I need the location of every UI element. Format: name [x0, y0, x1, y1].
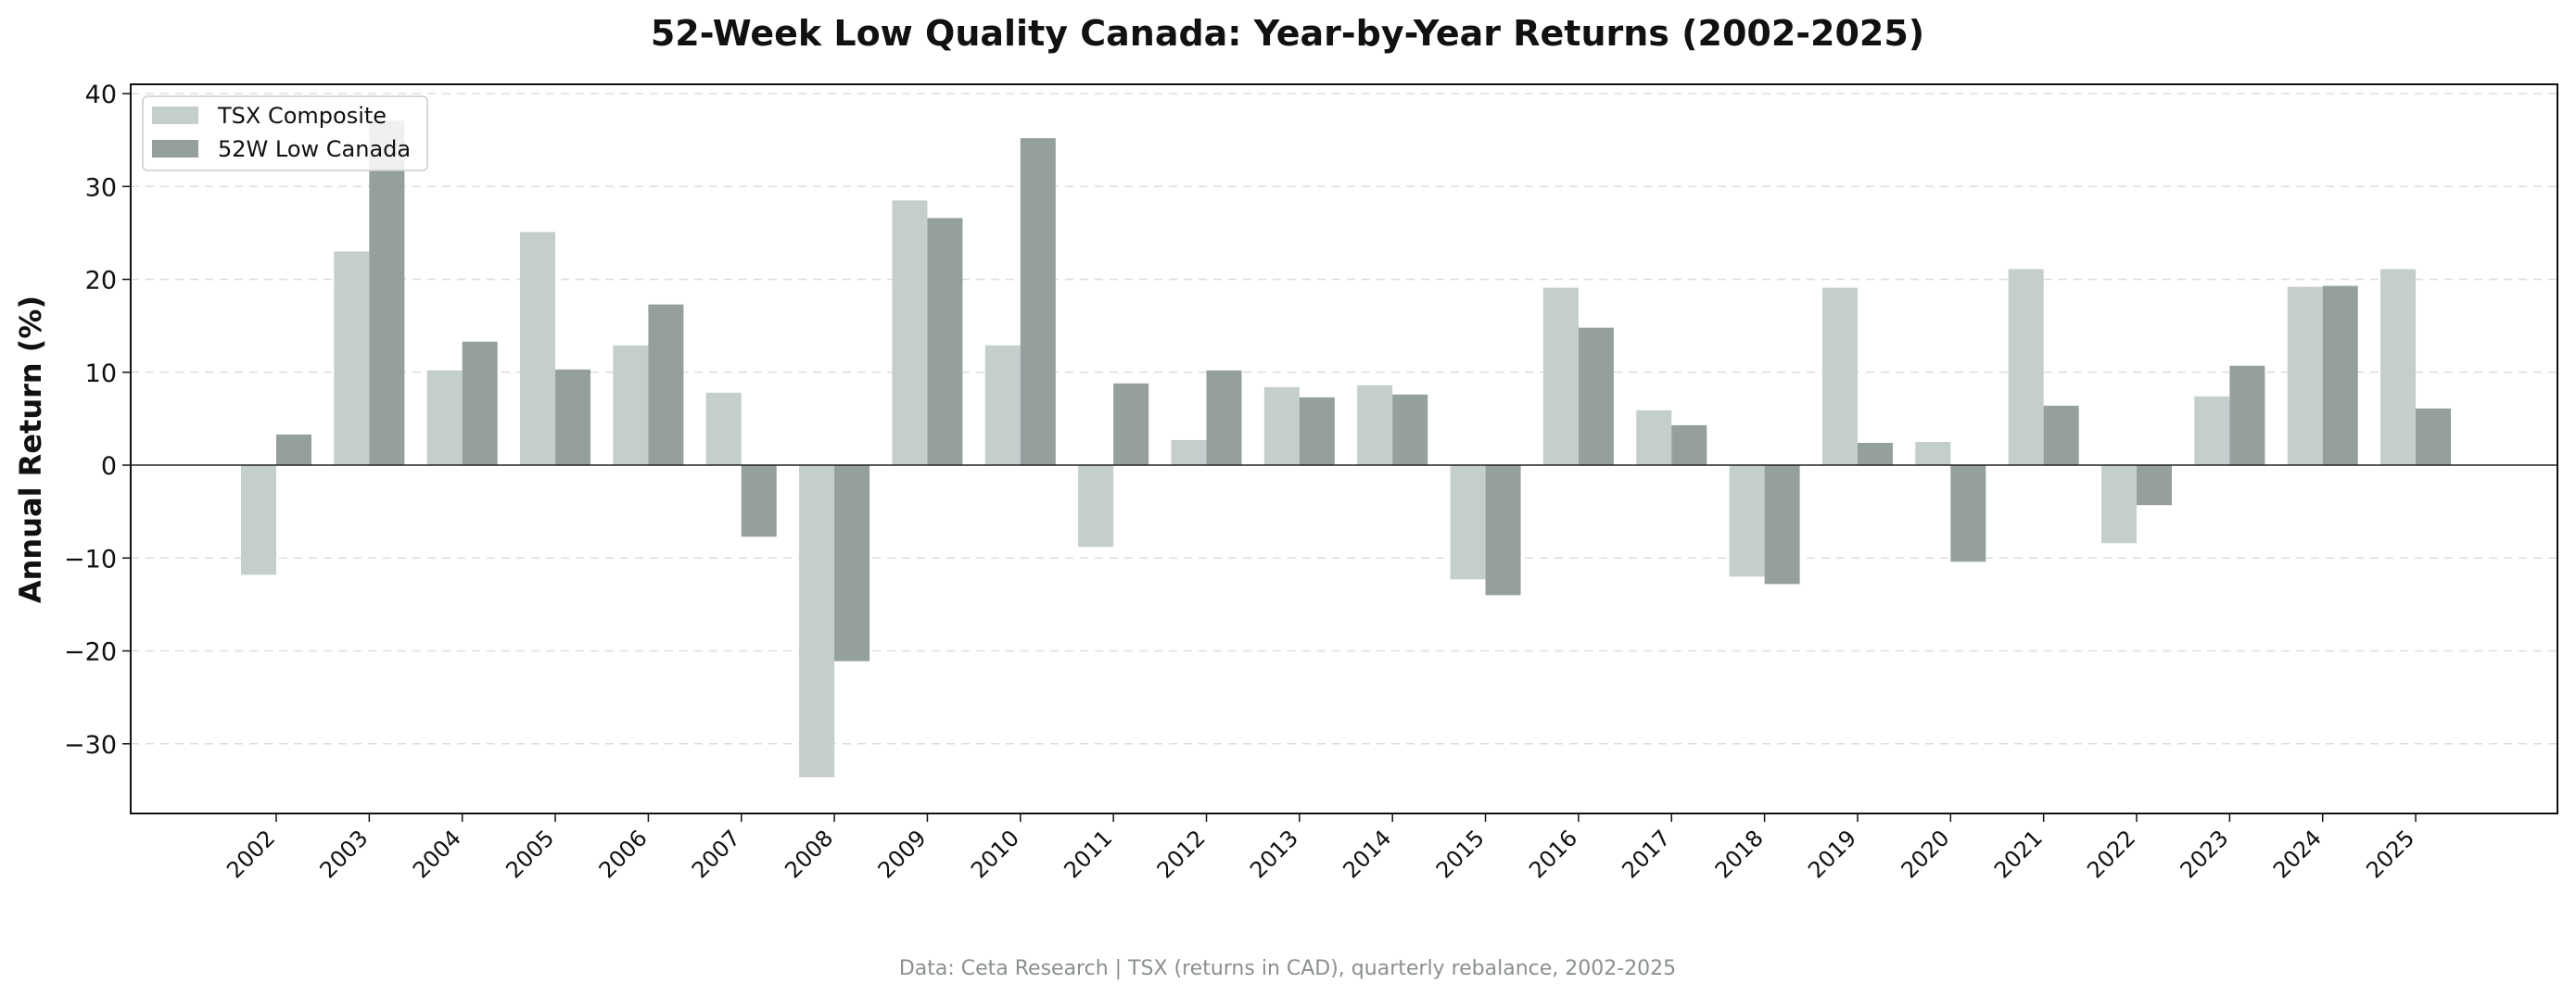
bar-52w-low-canada-2021 [2043, 405, 2079, 466]
bar-52w-low-canada-2019 [1857, 442, 1893, 466]
bar-tsx-composite-2014 [1357, 385, 1393, 466]
y-tick-label: 20 [85, 267, 117, 296]
bar-52w-low-canada-2020 [1950, 465, 1986, 562]
x-tick-label: 2023 [2176, 825, 2234, 883]
bar-tsx-composite-2002 [241, 465, 276, 575]
bar-tsx-composite-2006 [613, 345, 649, 466]
bar-52w-low-canada-2013 [1299, 397, 1335, 466]
y-tick-label: 30 [85, 173, 117, 202]
x-tick-label: 2005 [501, 825, 559, 883]
bar-tsx-composite-2005 [520, 232, 556, 466]
bar-52w-low-canada-2023 [2229, 365, 2265, 466]
legend: TSX Composite 52W Low Canada [142, 95, 428, 171]
bar-52w-low-canada-2024 [2322, 285, 2358, 466]
bar-tsx-composite-2013 [1263, 386, 1300, 466]
bar-tsx-composite-2021 [2008, 269, 2044, 466]
bar-52w-low-canada-2005 [555, 369, 591, 466]
x-tick-label: 2017 [1618, 825, 1676, 883]
bar-52w-low-canada-2014 [1392, 394, 1428, 466]
y-axis-label: Annual Return (%) [13, 296, 48, 603]
bar-tsx-composite-2010 [984, 345, 1021, 466]
legend-box [142, 95, 428, 171]
x-tick-label: 2024 [2268, 825, 2327, 883]
x-tick-label: 2015 [1431, 825, 1490, 883]
x-tick-label: 2009 [873, 825, 932, 883]
x-tick-label: 2007 [687, 825, 745, 883]
y-tick-label: 10 [85, 359, 117, 388]
y-axis: −30 −20 −10 0 10 20 30 40 [64, 81, 131, 760]
x-tick-label: 2016 [1524, 825, 1582, 883]
bar-tsx-composite-2022 [2101, 465, 2137, 544]
bar-tsx-composite-2024 [2287, 286, 2323, 466]
bar-52w-low-canada-2003 [369, 120, 405, 466]
bar-tsx-composite-2009 [892, 200, 928, 466]
bar-52w-low-canada-2022 [2137, 465, 2172, 506]
chart-title: 52-Week Low Quality Canada: Year-by-Year… [651, 13, 1924, 54]
bar-52w-low-canada-2025 [2416, 408, 2452, 466]
x-tick-label: 2020 [1897, 825, 1955, 883]
bar-tsx-composite-2015 [1450, 465, 1486, 580]
bar-tsx-composite-2020 [1915, 441, 1951, 466]
bar-52w-low-canada-2016 [1578, 327, 1614, 466]
y-tick-label: 0 [101, 452, 117, 481]
x-tick-label: 2013 [1245, 825, 1303, 883]
legend-swatch-tsx-composite [152, 107, 198, 124]
legend-label-tsx-composite: TSX Composite [217, 103, 387, 129]
bar-52w-low-canada-2004 [462, 341, 498, 466]
bar-tsx-composite-2023 [2194, 396, 2230, 466]
bar-52w-low-canada-2002 [276, 434, 311, 466]
bar-52w-low-canada-2017 [1671, 424, 1707, 466]
x-tick-label: 2014 [1338, 825, 1396, 883]
legend-label-52w-low-canada: 52W Low Canada [218, 136, 411, 162]
bar-52w-low-canada-2018 [1764, 465, 1800, 585]
bar-52w-low-canada-2015 [1485, 465, 1521, 596]
x-tick-label: 2010 [966, 825, 1024, 883]
bar-tsx-composite-2007 [705, 392, 742, 466]
bar-tsx-composite-2003 [334, 251, 370, 466]
x-tick-label: 2008 [780, 825, 838, 883]
x-tick-label: 2019 [1803, 825, 1861, 883]
y-tick-label: −10 [64, 545, 117, 574]
bar-52w-low-canada-2006 [648, 304, 684, 466]
x-tick-label: 2025 [2361, 825, 2419, 883]
bar-tsx-composite-2017 [1636, 410, 1672, 466]
plot-frame [130, 83, 2558, 814]
footer-source-note: Data: Ceta Research | TSX (returns in CA… [899, 957, 1676, 980]
x-tick-label: 2002 [222, 825, 280, 883]
x-tick-label: 2011 [1059, 825, 1117, 883]
x-tick-label: 2021 [1989, 825, 2048, 883]
x-tick-label: 2012 [1152, 825, 1211, 883]
legend-swatch-52w-low-canada [152, 140, 198, 158]
bar-tsx-composite-2019 [1821, 287, 1858, 466]
y-tick-label: −30 [64, 731, 117, 760]
bar-52w-low-canada-2007 [741, 465, 777, 537]
bar-52w-low-canada-2008 [834, 465, 870, 662]
x-tick-label: 2018 [1710, 825, 1769, 883]
bar-52w-low-canada-2009 [927, 218, 963, 466]
x-tick-label: 2006 [594, 825, 653, 883]
bar-tsx-composite-2011 [1078, 465, 1114, 548]
x-axis: 2002 2003 2004 2005 2006 2007 2008 2009 2010 2011… [222, 813, 2419, 883]
x-tick-label: 2022 [2082, 825, 2140, 883]
y-tick-label: −20 [64, 638, 117, 667]
x-tick-label: 2003 [315, 825, 374, 883]
bar-tsx-composite-2012 [1171, 439, 1207, 466]
bars [241, 120, 2452, 777]
y-tick-label: 40 [85, 81, 117, 109]
bar-tsx-composite-2025 [2380, 269, 2417, 466]
bar-tsx-composite-2018 [1729, 465, 1765, 577]
bar-52w-low-canada-2010 [1020, 138, 1056, 466]
bar-tsx-composite-2004 [426, 370, 463, 466]
bar-52w-low-canada-2012 [1206, 370, 1242, 466]
bar-tsx-composite-2008 [799, 465, 835, 777]
bar-tsx-composite-2016 [1542, 287, 1579, 466]
bar-52w-low-canada-2011 [1113, 383, 1149, 466]
x-tick-label: 2004 [408, 825, 466, 883]
